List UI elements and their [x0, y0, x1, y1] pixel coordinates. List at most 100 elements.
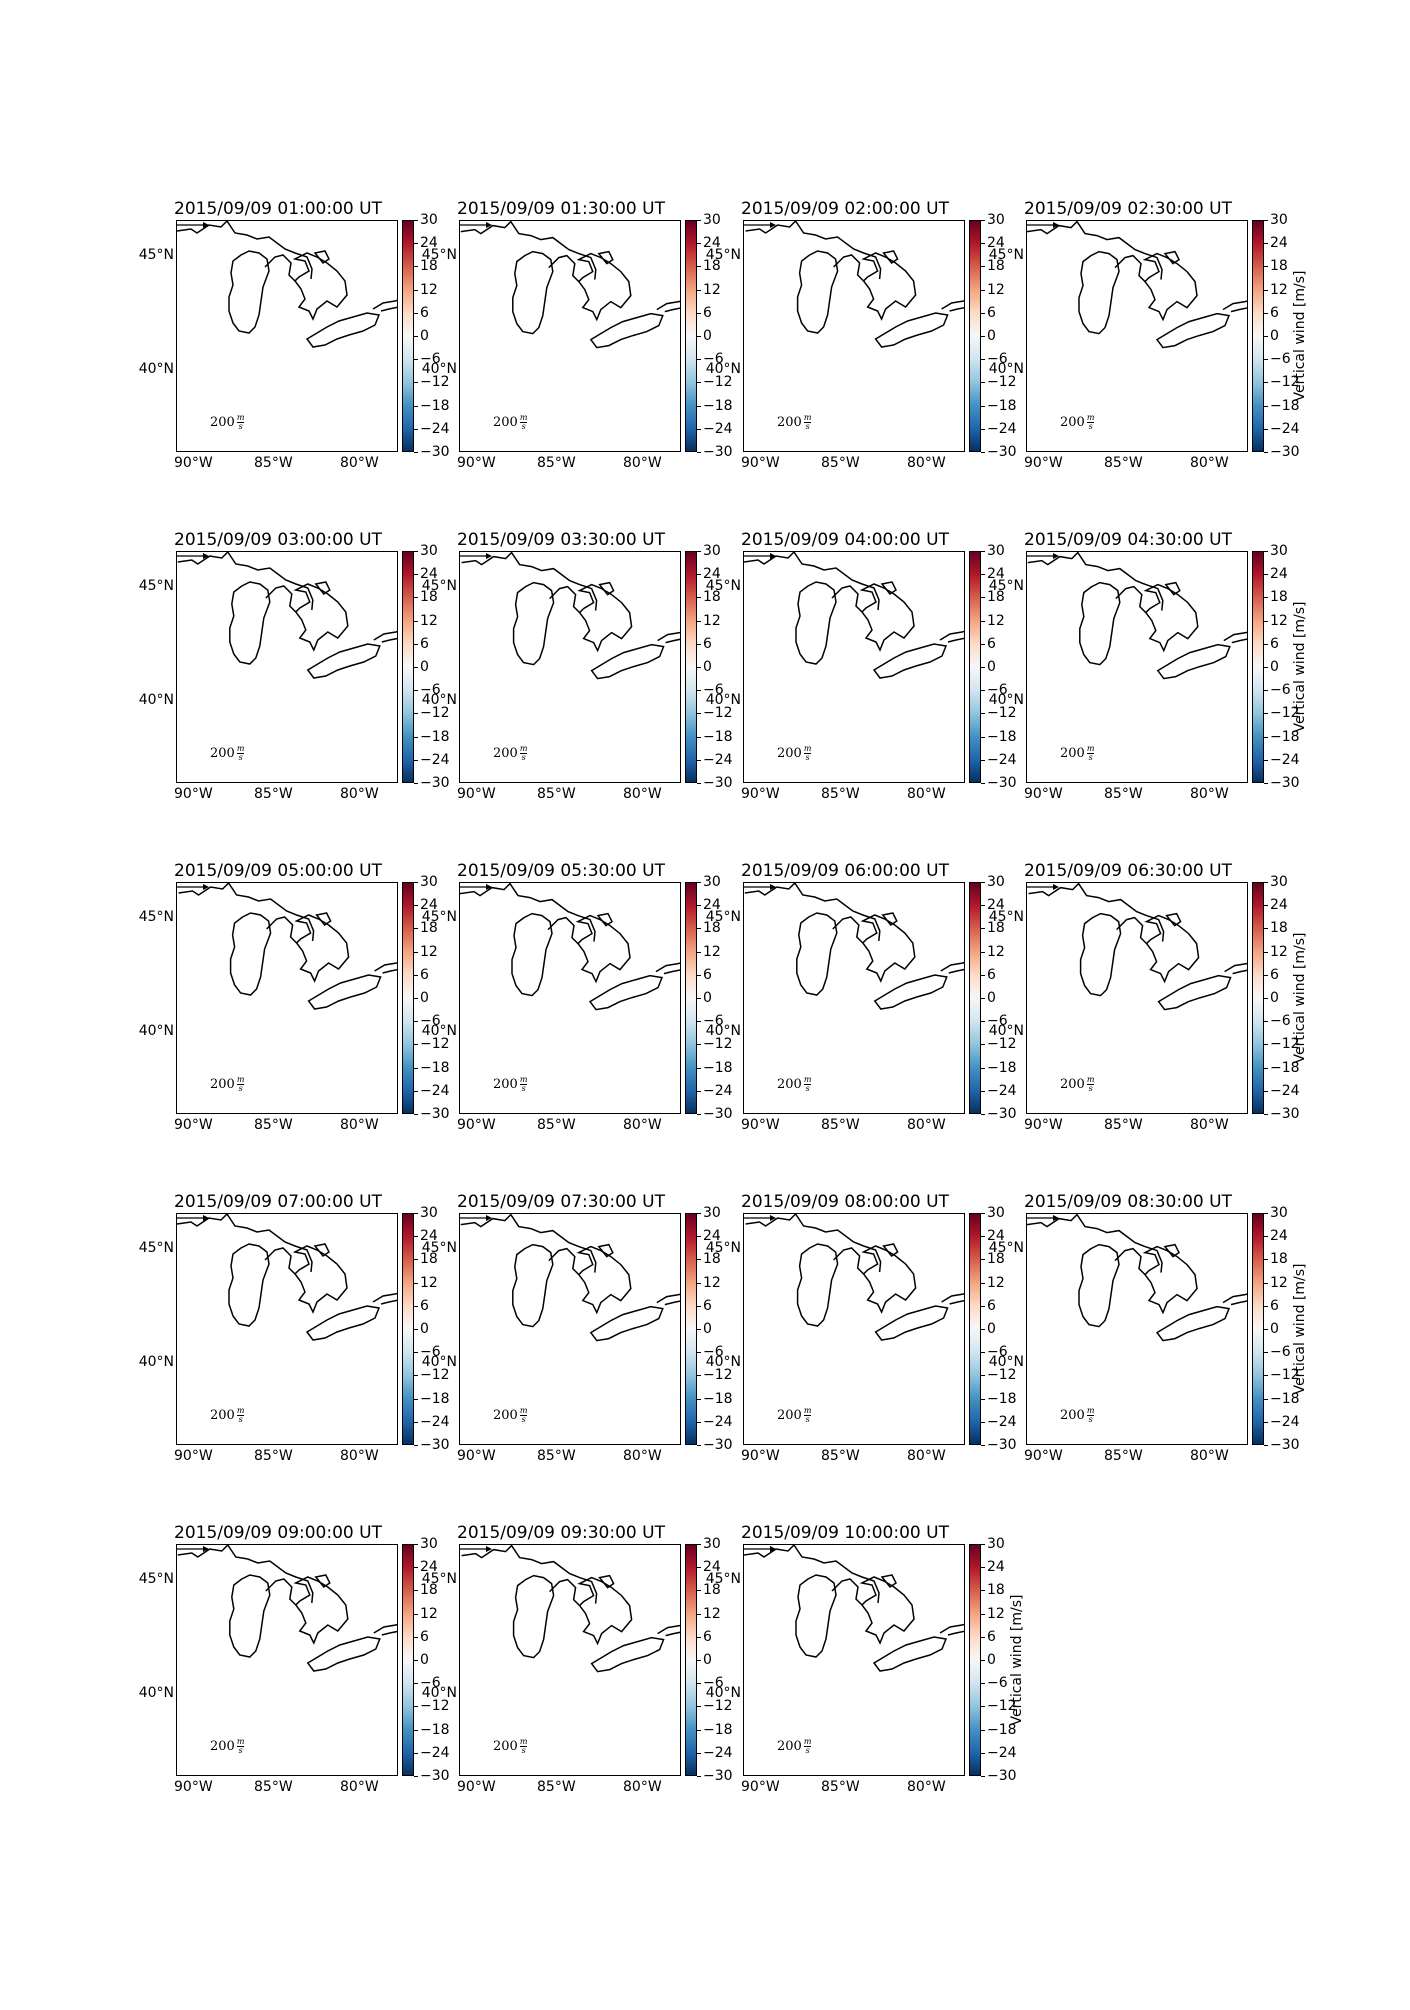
colorbar-tick-label: −6 — [420, 1344, 441, 1360]
colorbar-tick-label: −30 — [420, 444, 450, 460]
coastline-path — [745, 221, 882, 280]
coastline-path — [939, 1623, 964, 1634]
lon-label: 90°W — [174, 1779, 213, 1795]
coastline-path — [745, 1214, 882, 1273]
lon-label: 90°W — [1024, 786, 1063, 802]
colorbar-tick-label: 0 — [1270, 990, 1279, 1006]
lat-label: 45°N — [421, 247, 457, 263]
coastline-path — [372, 1292, 397, 1303]
colorbar-tick-label: 30 — [420, 212, 438, 228]
lon-label: 85°W — [537, 1448, 576, 1464]
colorbar-tick-label: −30 — [1270, 444, 1300, 460]
coastline-path — [315, 912, 332, 927]
colorbar-tick — [697, 1352, 701, 1353]
unit-denominator: s — [805, 1415, 810, 1424]
coastline-path — [872, 1636, 948, 1672]
colorbar-tick — [414, 597, 418, 598]
lon-label: 80°W — [623, 1117, 662, 1133]
colorbar-tick-label: −12 — [420, 1036, 450, 1052]
coastline-path — [460, 1214, 597, 1273]
colorbar-tick-label: 12 — [987, 282, 1005, 298]
colorbar-tick — [981, 1044, 985, 1045]
lon-label: 85°W — [821, 1779, 860, 1795]
colorbar-tick — [414, 1590, 418, 1591]
unit-numerator: m — [236, 1075, 245, 1085]
coastline-path — [266, 916, 298, 944]
colorbar-tick-label: 18 — [987, 1251, 1005, 1267]
quiver-key-arrow — [744, 1546, 776, 1552]
lon-label: 80°W — [907, 455, 946, 471]
colorbar-tick — [981, 713, 985, 714]
lat-label: 40°N — [421, 1354, 457, 1370]
colorbar-tick-label: −12 — [1270, 705, 1300, 721]
colorbar-tick-label: 24 — [987, 235, 1005, 251]
colorbar-tick-label: −6 — [703, 1013, 724, 1029]
colorbar-tick-label: −30 — [420, 775, 450, 791]
colorbar-tick-label: 6 — [703, 305, 712, 321]
coastline-path — [1163, 1243, 1180, 1258]
colorbar-tick — [414, 1422, 418, 1423]
unit-numerator: m — [519, 1406, 528, 1416]
lon-label: 80°W — [623, 786, 662, 802]
colorbar-tick-label: 24 — [420, 1228, 438, 1244]
colorbar-label: Vertical wind [m/s] — [1292, 270, 1308, 402]
coastline-path — [293, 1576, 349, 1645]
coastline-path — [598, 581, 615, 596]
colorbar-tick-label: −24 — [703, 752, 733, 768]
colorbar-tick — [981, 406, 985, 407]
lon-label: 85°W — [1104, 455, 1143, 471]
colorbar-tick — [697, 1776, 701, 1777]
coastline-path — [598, 1574, 615, 1589]
coastline-path — [590, 1636, 665, 1673]
colorbar-tick — [1264, 998, 1268, 999]
coastline-path — [1222, 1293, 1247, 1304]
colorbar-tick-label: 18 — [987, 1582, 1005, 1598]
colorbar-tick-label: −18 — [703, 1060, 733, 1076]
colorbar-tick — [697, 243, 701, 244]
unit-numerator: m — [236, 1737, 245, 1747]
unit-denominator: s — [1088, 422, 1093, 431]
colorbar-tick — [697, 1329, 701, 1330]
coastline-map — [177, 1545, 397, 1672]
colorbar-tick — [1264, 1021, 1268, 1022]
colorbar-tick-label: −6 — [703, 1344, 724, 1360]
colorbar-tick — [697, 1068, 701, 1069]
lon-label: 90°W — [457, 1448, 496, 1464]
colorbar — [685, 882, 697, 1114]
lon-label: 80°W — [623, 1779, 662, 1795]
colorbar-tick — [414, 1399, 418, 1400]
quiver-key-label: 200 m s — [210, 1075, 245, 1093]
unit-denominator: s — [238, 422, 243, 431]
colorbar-tick — [414, 713, 418, 714]
colorbar-tick-label: −30 — [420, 1437, 450, 1453]
colorbar-tick-label: 24 — [987, 1559, 1005, 1575]
coastline-path — [1115, 585, 1147, 614]
coastline-path — [549, 585, 581, 614]
colorbar-tick — [414, 998, 418, 999]
unit-denominator: s — [238, 1415, 243, 1424]
colorbar-tick — [981, 1614, 985, 1615]
colorbar-tick — [1264, 1399, 1268, 1400]
colorbar-tick-label: 24 — [703, 897, 721, 913]
quiver-key-value: 200 — [1060, 746, 1085, 761]
lon-label: 90°W — [741, 455, 780, 471]
panel-title: 2015/09/09 02:00:00 UT — [741, 199, 949, 219]
colorbar-tick-label: −18 — [1270, 398, 1300, 414]
coastline-path — [264, 254, 296, 282]
map-panel: 2015/09/09 06:00:00 UT 200 m s 45°N 40°N 90°W 8… — [706, 862, 1026, 1162]
colorbar-tick — [414, 1352, 418, 1353]
colorbar-tick — [1264, 1306, 1268, 1307]
quiver-key-label: 200 m s — [210, 745, 245, 762]
colorbar-tick — [697, 1091, 701, 1092]
lat-label: 45°N — [705, 1571, 741, 1587]
lat-label: 45°N — [705, 578, 741, 594]
coastline-path — [940, 961, 964, 972]
lon-label: 80°W — [623, 455, 662, 471]
coastline-path — [941, 300, 964, 310]
colorbar-tick-label: 0 — [703, 659, 712, 675]
colorbar-tick — [1264, 1213, 1268, 1214]
colorbar-tick — [414, 452, 418, 453]
